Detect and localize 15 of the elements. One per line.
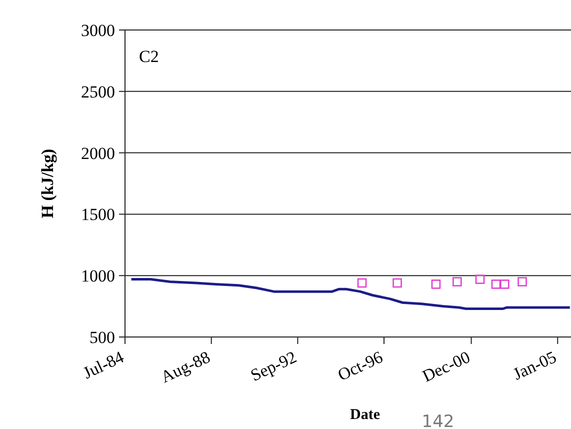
line-series [130, 278, 571, 310]
y-tick-label: 1500 [81, 205, 115, 224]
x-tick-label: Sep-92 [248, 347, 300, 385]
x-tick-label: Jan-05 [510, 347, 560, 384]
y-tick-label: 500 [90, 328, 115, 347]
x-tick-label: Oct-96 [334, 347, 386, 385]
x-axis-title: Date [350, 407, 380, 423]
y-tick-label: 1000 [81, 266, 115, 286]
y-tick-label: 3000 [81, 20, 115, 40]
y-axis-title: H (kJ/kg) [38, 148, 57, 218]
y-tick-label: 2500 [81, 82, 115, 102]
text: 142 [422, 412, 454, 429]
x-tick-label: Jul-84 [80, 347, 128, 383]
annotation: C2 [139, 47, 159, 66]
y-tick-label: 2000 [81, 144, 115, 163]
